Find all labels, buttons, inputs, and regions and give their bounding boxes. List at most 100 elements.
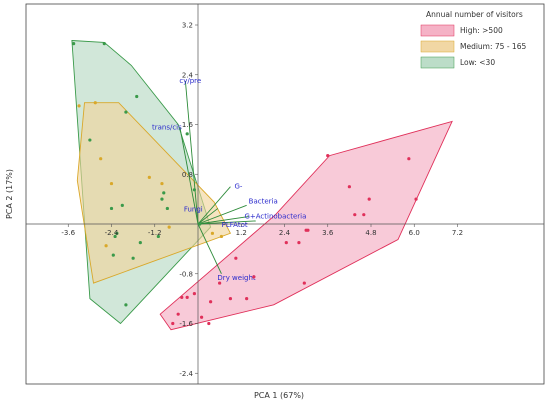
- x-tick-label: 1.2: [236, 229, 247, 237]
- x-tick-label: 4.8: [365, 229, 376, 237]
- point-low-30: [160, 197, 164, 201]
- x-tick-label: -3.6: [61, 229, 75, 237]
- point-low-30: [192, 188, 196, 192]
- loading-label-g-actinobacteria: G+Actinobacteria: [244, 213, 306, 221]
- loading-label-dry-weight: Dry weight: [217, 274, 255, 282]
- y-tick-label: 0.8: [182, 171, 193, 179]
- x-tick-label: -2.4: [105, 229, 119, 237]
- point-medium-75-165: [104, 244, 108, 248]
- point-low-30: [88, 138, 92, 142]
- loading-dry-weight: [197, 223, 222, 274]
- point-high-500: [284, 241, 288, 245]
- loading-label-plfatot: PLFAtot: [222, 221, 248, 229]
- point-high-500: [367, 197, 371, 201]
- point-low-30: [109, 206, 114, 211]
- point-medium-75-165: [147, 175, 151, 179]
- legend-swatch-high-500: [420, 24, 455, 37]
- point-high-500: [192, 292, 196, 296]
- point-low-30: [124, 110, 128, 114]
- loading-label-fungi: Fungi: [184, 205, 203, 213]
- y-tick-label: -0.8: [179, 270, 193, 278]
- loading-cy-pre: [184, 80, 199, 225]
- point-high-500: [171, 321, 175, 326]
- loading-fungi: [197, 208, 219, 225]
- loading-g-actinobacteria: [197, 216, 249, 225]
- sample-points: [72, 42, 418, 326]
- loading-vectors: cy/pre trans/cis G- Fungi Bacteria G+Actinoba…: [152, 77, 306, 282]
- point-high-500: [252, 275, 256, 279]
- legend-title: Annual number of visitors: [426, 10, 523, 19]
- point-medium-75-165: [160, 181, 164, 186]
- point-medium-75-165: [77, 104, 81, 108]
- y-tick-label: -2.4: [179, 370, 193, 378]
- y-tick-label: 2.4: [182, 71, 194, 79]
- point-high-500: [362, 213, 366, 217]
- group-hulls: [71, 40, 453, 331]
- point-medium-75-165: [167, 225, 171, 229]
- point-high-500: [218, 281, 222, 285]
- y-axis-title: PCA 2 (17%): [5, 169, 14, 219]
- hull-high-500: [159, 120, 453, 331]
- point-low-30: [111, 253, 115, 257]
- y-tick-label: -1.6: [179, 320, 193, 328]
- point-low-30: [198, 222, 202, 226]
- point-high-500: [353, 213, 357, 217]
- loading-trans-cis: [179, 127, 199, 225]
- point-low-30: [135, 94, 139, 99]
- x-tick-label: -1.2: [148, 229, 162, 237]
- x-tick-label: 6.0: [409, 229, 420, 237]
- legend: Annual number of visitors High: >500 Medi…: [420, 10, 526, 69]
- legend-label-medium-75-165: Medium: 75 - 165: [460, 42, 526, 51]
- point-medium-75-165: [210, 231, 215, 235]
- point-medium-75-165: [219, 234, 224, 239]
- point-low-30: [115, 231, 119, 235]
- point-high-500: [200, 315, 204, 319]
- point-low-30: [165, 206, 169, 211]
- point-high-500: [209, 300, 213, 304]
- legend-label-high-500: High: >500: [460, 26, 503, 35]
- point-low-30: [162, 191, 166, 195]
- axis-ticks: -3.6 -2.4 -1.2 1.2 2.4 3.6 4.8 6.0 7.2 3.2 2.4 1.6 0…: [61, 22, 463, 378]
- x-tick-label: 3.6: [322, 229, 334, 237]
- hull-medium-75-165: [76, 102, 232, 284]
- point-low-30: [131, 256, 135, 260]
- point-low-30: [113, 234, 117, 239]
- point-high-500: [185, 295, 189, 299]
- point-high-500: [234, 256, 238, 260]
- loading-label-bacteria: Bacteria: [249, 197, 278, 205]
- point-low-30: [185, 132, 189, 136]
- point-high-500: [326, 153, 330, 158]
- point-low-30: [120, 203, 124, 207]
- y-tick-label: 1.6: [182, 121, 194, 129]
- point-low-30: [156, 234, 160, 239]
- point-high-500: [414, 197, 418, 201]
- loading-label-cy-pre: cy/pre: [179, 77, 201, 85]
- point-medium-75-165: [109, 181, 114, 186]
- point-low-30: [138, 241, 142, 245]
- point-high-500: [347, 185, 351, 189]
- point-low-30: [72, 42, 76, 46]
- point-medium-75-165: [93, 101, 97, 105]
- legend-swatch-medium-75-165: [420, 40, 455, 53]
- point-high-500: [407, 157, 411, 161]
- point-high-500: [245, 297, 249, 301]
- legend-label-low-30: Low: <30: [460, 58, 495, 67]
- point-low-30: [124, 303, 128, 307]
- point-high-500: [176, 312, 180, 316]
- point-medium-75-165: [99, 157, 103, 161]
- loading-label-g: G-: [234, 183, 242, 191]
- point-high-500: [302, 281, 306, 285]
- loading-g: [197, 186, 231, 225]
- x-tick-label: 7.2: [452, 229, 463, 237]
- loading-plfatot: [197, 220, 256, 225]
- x-axis-title: PCA 1 (67%): [254, 391, 304, 400]
- point-high-500: [228, 297, 233, 301]
- y-tick-label: 3.2: [182, 22, 193, 30]
- x-tick-label: 2.4: [279, 229, 291, 237]
- loading-bacteria: [197, 204, 247, 225]
- point-low-30: [102, 42, 106, 46]
- point-high-500: [180, 295, 184, 299]
- loading-label-trans-cis: trans/cis: [152, 124, 182, 132]
- point-high-500: [207, 321, 211, 326]
